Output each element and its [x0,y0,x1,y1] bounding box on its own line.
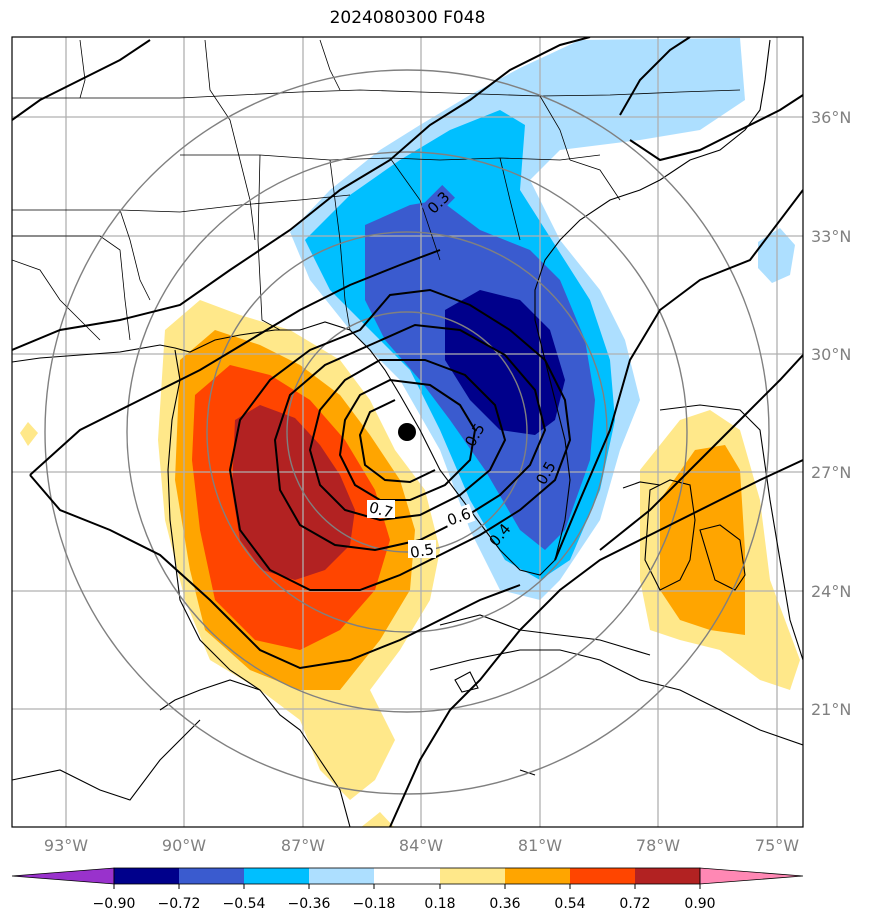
map-panel: 0.3 0.7 0.6 0.5 0.4 0.5 0.5 [12,37,803,827]
plot-title: 2024080300 F048 [329,8,486,28]
colorbar-tick: 0.18 [424,896,455,912]
lon-label: 81°W [518,836,562,855]
range-rings [44,69,770,795]
colorbar-segment [505,868,570,884]
lon-label: 75°W [755,836,799,855]
lat-label: 30°N [811,345,851,364]
state-borders [12,39,741,341]
colorbar-segment [570,868,635,884]
colorbar-tick: −0.72 [158,896,201,912]
lat-label: 24°N [811,582,851,601]
colorbar-segment [179,868,244,884]
colorbar-tick: −0.36 [288,896,331,912]
contour-label: 0.5 [409,540,436,562]
colorbar-segment [244,868,309,884]
colorbar-segment [635,868,700,884]
storm-center-marker [398,423,416,441]
lat-label: 21°N [811,700,851,719]
colorbar-tick: −0.90 [93,896,136,912]
contour-label: 0.7 [367,498,395,522]
lat-label: 27°N [811,463,851,482]
lat-label: 33°N [811,227,851,246]
lon-label: 87°W [281,836,325,855]
longitude-labels: 93°W 90°W 87°W 84°W 81°W 78°W 75°W [44,836,799,855]
lon-label: 93°W [44,836,88,855]
colorbar-segment [309,868,374,884]
colorbar-segment [114,868,179,884]
latitude-labels: 36°N 33°N 30°N 27°N 24°N 21°N [811,108,851,719]
colorbar-segment [440,868,505,884]
lon-label: 78°W [636,836,680,855]
colorbar-tick: −0.54 [223,896,266,912]
lon-label: 90°W [162,836,206,855]
colorbar: −0.90 −0.72 −0.54 −0.36 −0.18 0.18 0.36 … [11,867,804,912]
colorbar-tick: 0.54 [554,896,585,912]
colorbar-tick: 0.72 [619,896,650,912]
contour-lines [12,37,803,827]
lat-label: 36°N [811,108,851,127]
colorbar-segment [374,868,440,884]
colorbar-tick: 0.90 [684,896,715,912]
map-frame [11,36,804,828]
colorbar-tick: 0.36 [489,896,520,912]
colorbar-segment [699,867,804,885]
lon-label: 84°W [399,836,443,855]
positive-anomaly-fill [20,300,800,827]
colorbar-segment [11,867,115,885]
colorbar-tick: −0.18 [353,896,396,912]
coastlines [12,39,803,827]
